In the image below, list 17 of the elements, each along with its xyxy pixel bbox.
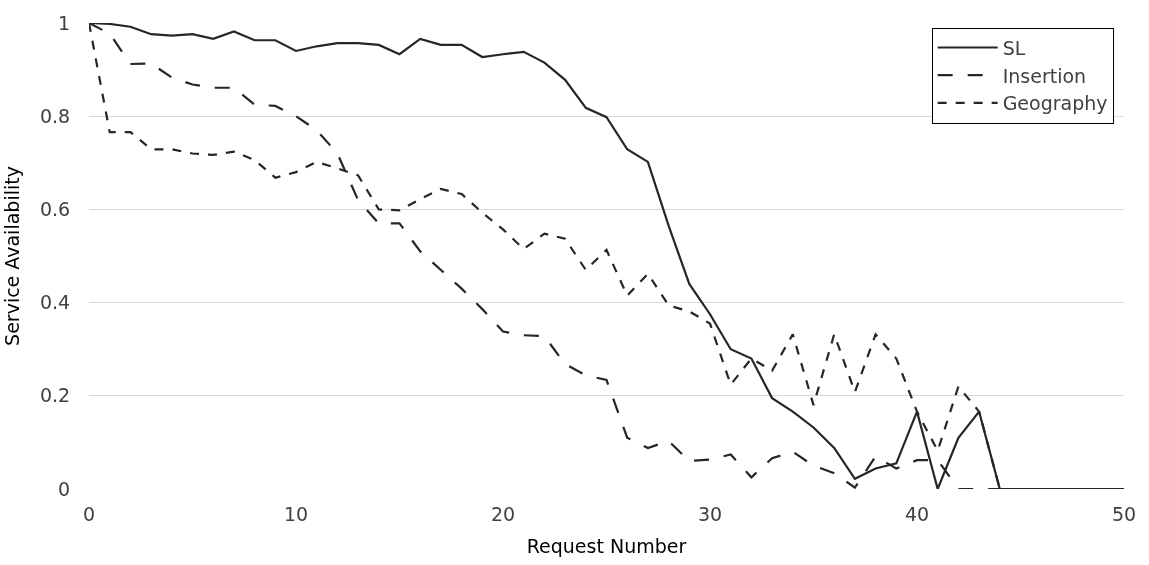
y-tick-label: 0.6 bbox=[39, 198, 71, 221]
x-tick-label: 40 bbox=[904, 502, 930, 525]
y-tick-label: 0.8 bbox=[39, 104, 71, 127]
y-tick-label: 1 bbox=[58, 11, 71, 34]
y-tick-label: 0.4 bbox=[39, 291, 71, 314]
x-axis-title: Request Number bbox=[526, 534, 687, 557]
x-tick-label: 10 bbox=[283, 502, 309, 525]
x-tick-label: 0 bbox=[82, 502, 96, 525]
x-tick-label: 30 bbox=[697, 502, 723, 525]
x-tick-label: 50 bbox=[1111, 502, 1137, 525]
legend-label: Insertion bbox=[1002, 64, 1087, 87]
y-tick-label: 0.2 bbox=[39, 384, 71, 407]
legend-label: SL bbox=[1002, 36, 1026, 59]
legend-label: Geography bbox=[1002, 92, 1108, 115]
y-tick-label: 0 bbox=[58, 477, 71, 500]
y-axis-title: Service Availability bbox=[0, 166, 23, 346]
x-tick-label: 20 bbox=[490, 502, 516, 525]
